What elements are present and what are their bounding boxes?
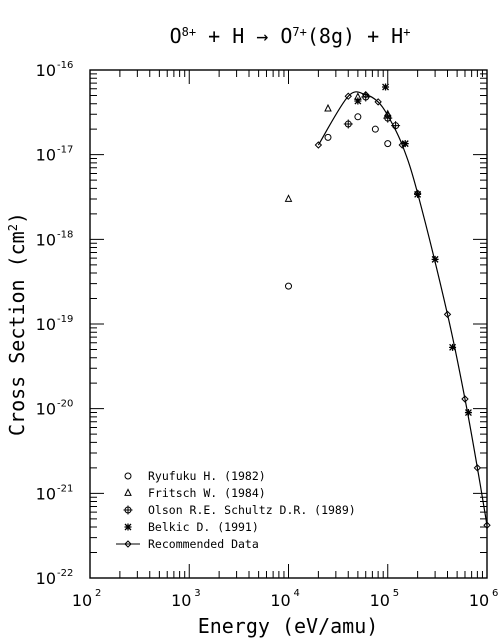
tick-marks bbox=[89, 69, 488, 579]
data-points bbox=[284, 83, 491, 529]
circle-plus-point bbox=[361, 92, 371, 102]
x-tick-label: 10 bbox=[370, 591, 390, 610]
diamond-point bbox=[374, 98, 382, 106]
diamond-point bbox=[362, 91, 370, 99]
y-tick-exponent: -20 bbox=[57, 399, 73, 410]
star-point bbox=[449, 343, 457, 351]
star-point bbox=[464, 409, 472, 417]
recommended-curve bbox=[317, 91, 488, 526]
x-tick-exponent: 2 bbox=[95, 588, 101, 599]
y-axis-label: Cross Section (cm2) bbox=[5, 212, 29, 436]
circle-point bbox=[384, 140, 392, 148]
axis-ticks bbox=[89, 69, 488, 579]
diamond-point bbox=[314, 141, 323, 149]
plot-frame bbox=[89, 69, 488, 579]
diamond-point bbox=[443, 310, 452, 319]
legend-marker bbox=[124, 472, 132, 480]
x-tick-exponent: 6 bbox=[492, 588, 498, 599]
y-tick-exponent: -18 bbox=[57, 229, 73, 240]
y-tick-label: 10 bbox=[36, 146, 56, 165]
circle-point bbox=[354, 113, 362, 121]
legend-marker bbox=[124, 523, 132, 531]
x-tick-label: 10 bbox=[469, 591, 489, 610]
diamond-point bbox=[344, 92, 352, 100]
circle-point bbox=[324, 133, 332, 141]
x-tick-exponent: 3 bbox=[194, 588, 200, 599]
legend-label: Olson R.E. Schultz D.R. (1989) bbox=[148, 503, 356, 517]
legend-marker bbox=[124, 540, 132, 548]
star-point bbox=[401, 140, 409, 148]
y-tick-label: 10 bbox=[36, 315, 56, 334]
legend-label: Fritsch W. (1984) bbox=[148, 486, 266, 500]
y-tick-exponent: -21 bbox=[57, 483, 73, 494]
x-tick-label: 10 bbox=[270, 591, 290, 610]
x-tick-label: 10 bbox=[72, 591, 92, 610]
x-tick-labels: 10 2 10 3 10 4 10 5 10 6 bbox=[72, 588, 499, 610]
legend: Ryufuku H. (1982) Fritsch W. (1984) Olson … bbox=[116, 469, 356, 551]
y-tick-label: 10 bbox=[36, 61, 56, 80]
circle-plus-point bbox=[343, 119, 353, 129]
y-tick-label: 10 bbox=[36, 569, 56, 588]
y-tick-exponent: -16 bbox=[57, 60, 73, 71]
diamond-point bbox=[483, 521, 491, 529]
diamond-point bbox=[473, 464, 482, 472]
legend-label: Belkic D. (1991) bbox=[148, 520, 259, 534]
circle-point bbox=[371, 125, 379, 133]
x-tick-label: 10 bbox=[171, 591, 191, 610]
legend-entry: Recommended Data bbox=[116, 537, 259, 551]
legend-entry: Belkic D. (1991) bbox=[124, 520, 259, 534]
star-point bbox=[414, 190, 422, 198]
legend-label: Recommended Data bbox=[148, 537, 259, 551]
diamond-point bbox=[398, 141, 406, 149]
circle-plus-point bbox=[391, 121, 401, 131]
diamond-point bbox=[461, 395, 469, 403]
y-tick-label: 10 bbox=[36, 230, 56, 249]
star-point bbox=[354, 97, 362, 105]
chart-title: O8+ + H → O7+(8g) + H+ bbox=[170, 24, 411, 48]
diamond-point bbox=[413, 189, 422, 197]
y-tick-exponent: -19 bbox=[57, 314, 73, 325]
star-point bbox=[382, 83, 390, 91]
legend-marker bbox=[124, 488, 132, 496]
triangle-point bbox=[284, 194, 293, 202]
x-tick-exponent: 4 bbox=[294, 588, 300, 599]
circle-point bbox=[285, 282, 292, 290]
y-tick-exponent: -22 bbox=[57, 568, 73, 579]
y-tick-label: 10 bbox=[36, 400, 56, 419]
legend-entry: Ryufuku H. (1982) bbox=[124, 469, 266, 483]
legend-label: Ryufuku H. (1982) bbox=[148, 469, 266, 483]
triangle-point bbox=[324, 103, 332, 112]
diamond-point bbox=[384, 111, 392, 120]
x-axis-label: Energy (eV/amu) bbox=[198, 614, 379, 638]
y-tick-label: 10 bbox=[36, 484, 56, 503]
x-tick-exponent: 5 bbox=[393, 588, 399, 599]
legend-entry: Olson R.E. Schultz D.R. (1989) bbox=[123, 503, 356, 517]
legend-marker bbox=[123, 505, 133, 515]
star-point bbox=[431, 255, 439, 263]
legend-entry: Fritsch W. (1984) bbox=[124, 486, 266, 500]
y-tick-exponent: -17 bbox=[57, 145, 73, 156]
